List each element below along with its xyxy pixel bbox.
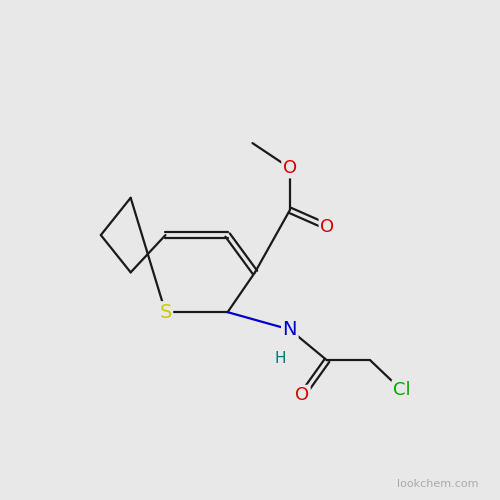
Text: Cl: Cl — [393, 381, 410, 399]
Text: O: O — [295, 386, 310, 404]
Text: S: S — [160, 302, 172, 322]
Text: N: N — [282, 320, 297, 339]
Text: H: H — [274, 351, 285, 366]
Text: O: O — [282, 159, 297, 177]
Text: O: O — [320, 218, 334, 236]
Text: lookchem.com: lookchem.com — [397, 478, 478, 488]
